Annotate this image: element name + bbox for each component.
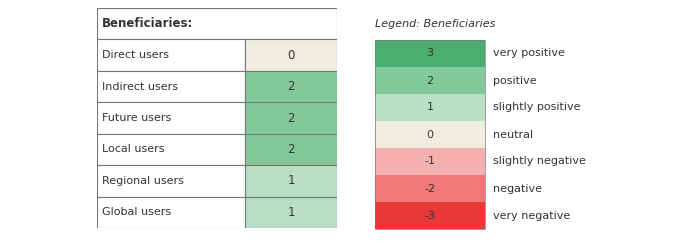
Text: 1: 1 <box>288 174 295 187</box>
FancyBboxPatch shape <box>375 40 485 67</box>
Text: Direct users: Direct users <box>102 50 169 60</box>
Text: positive: positive <box>493 76 537 86</box>
FancyBboxPatch shape <box>245 134 337 165</box>
FancyBboxPatch shape <box>97 102 245 134</box>
Text: Legend: Beneficiaries: Legend: Beneficiaries <box>375 19 496 29</box>
Text: Beneficiaries:: Beneficiaries: <box>102 17 193 30</box>
Text: Local users: Local users <box>102 144 165 155</box>
FancyBboxPatch shape <box>97 71 245 102</box>
FancyBboxPatch shape <box>245 165 337 197</box>
Text: 2: 2 <box>288 143 295 156</box>
Text: slightly negative: slightly negative <box>493 156 586 166</box>
FancyBboxPatch shape <box>375 202 485 229</box>
Text: 2: 2 <box>288 80 295 93</box>
FancyBboxPatch shape <box>375 175 485 202</box>
FancyBboxPatch shape <box>375 121 485 148</box>
Text: very positive: very positive <box>493 49 565 59</box>
Text: very negative: very negative <box>493 210 570 220</box>
Text: slightly positive: slightly positive <box>493 103 581 113</box>
FancyBboxPatch shape <box>97 134 245 165</box>
FancyBboxPatch shape <box>375 148 485 175</box>
FancyBboxPatch shape <box>245 71 337 102</box>
FancyBboxPatch shape <box>97 165 245 197</box>
FancyBboxPatch shape <box>375 67 485 94</box>
FancyBboxPatch shape <box>245 39 337 71</box>
Text: 0: 0 <box>426 130 433 139</box>
FancyBboxPatch shape <box>375 94 485 121</box>
Text: Future users: Future users <box>102 113 171 123</box>
Text: 2: 2 <box>288 112 295 124</box>
Text: 2: 2 <box>426 76 433 86</box>
Text: -2: -2 <box>424 183 436 193</box>
Text: neutral: neutral <box>493 130 533 139</box>
FancyBboxPatch shape <box>245 197 337 228</box>
FancyBboxPatch shape <box>97 8 337 39</box>
FancyBboxPatch shape <box>245 102 337 134</box>
Text: Indirect users: Indirect users <box>102 82 178 92</box>
FancyBboxPatch shape <box>97 197 245 228</box>
Text: 1: 1 <box>426 103 433 113</box>
FancyBboxPatch shape <box>97 39 245 71</box>
Text: negative: negative <box>493 183 542 193</box>
Text: Regional users: Regional users <box>102 176 184 186</box>
Text: 0: 0 <box>288 49 295 62</box>
Text: 3: 3 <box>426 49 433 59</box>
Text: -3: -3 <box>424 210 436 220</box>
Text: 1: 1 <box>288 206 295 219</box>
Text: Global users: Global users <box>102 207 171 217</box>
Text: -1: -1 <box>424 156 436 166</box>
